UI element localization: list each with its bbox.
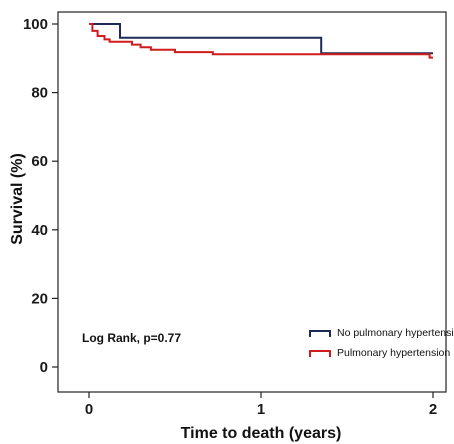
plot-frame bbox=[57, 11, 447, 393]
series-line-no-pulmonary-hypertension bbox=[89, 23, 433, 55]
y-tick-label: 60 bbox=[31, 153, 48, 170]
y-tick-label: 0 bbox=[40, 359, 48, 376]
survival-curves bbox=[89, 23, 433, 59]
series-line-pulmonary-hypertension bbox=[89, 23, 433, 59]
legend-label-no-ph: No pulmonary hypertension bbox=[337, 327, 454, 339]
x-tick-label: 2 bbox=[429, 401, 437, 418]
legend: No pulmonary hypertension Pulmonary hype… bbox=[309, 327, 454, 359]
y-axis-title: Survival (%) bbox=[9, 153, 26, 245]
x-axis: 0 1 2 bbox=[85, 392, 437, 418]
x-axis-title: Time to death (years) bbox=[181, 425, 342, 442]
log-rank-annotation: Log Rank, p=0.77 bbox=[82, 331, 181, 345]
y-tick-label: 100 bbox=[23, 16, 48, 33]
y-tick-label: 20 bbox=[31, 290, 48, 307]
x-tick-label: 1 bbox=[257, 401, 265, 418]
legend-swatch-no-ph bbox=[309, 330, 331, 337]
y-tick-label: 40 bbox=[31, 222, 48, 239]
y-tick-label: 80 bbox=[31, 85, 48, 102]
y-axis: 0 20 40 60 80 100 bbox=[23, 16, 58, 376]
legend-label-ph: Pulmonary hypertension bbox=[337, 347, 450, 359]
x-tick-label: 0 bbox=[85, 401, 93, 418]
legend-swatch-ph bbox=[309, 350, 331, 357]
